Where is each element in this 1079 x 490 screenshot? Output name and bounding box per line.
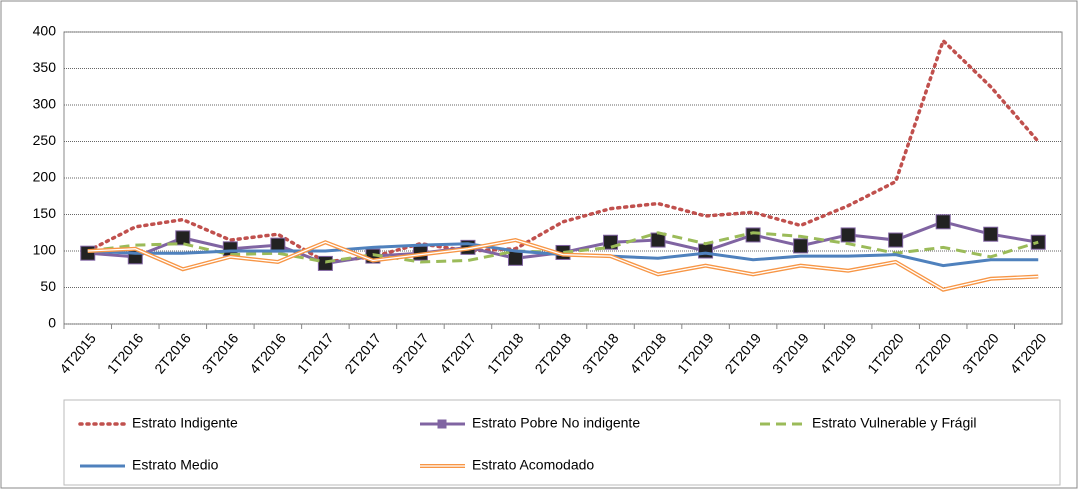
series-line [87,231,1039,264]
marker [888,232,904,248]
x-tick-label: 4T2018 [626,330,669,377]
x-tick-label: 4T2017 [436,330,479,377]
x-tick-label: 4T2019 [816,330,859,377]
x-tick-label: 1T2016 [104,330,147,377]
x-tick-label: 2T2016 [151,330,194,377]
legend-marker [437,419,447,429]
legend-label: Estrato Medio [132,457,219,473]
x-tick-label: 1T2017 [294,330,337,377]
marker [80,245,96,261]
legend-label: Estrato Acomodado [472,457,594,473]
x-tick-label: 3T2019 [769,330,812,377]
legend-label: Estrato Vulnerable y Frágil [812,415,976,431]
x-tick-label: 2T2017 [341,330,384,377]
series-line-inner [87,239,1039,291]
legend-label: Estrato Pobre No indigente [472,415,640,431]
x-tick-label: 2T2019 [721,330,764,377]
y-tick-label: 50 [40,278,56,294]
x-tick-label: 1T2018 [484,330,527,377]
y-tick-label: 350 [33,59,57,75]
y-tick-label: 250 [33,132,57,148]
y-tick-label: 300 [33,96,57,112]
x-tick-label: 1T2020 [864,330,907,377]
marker [935,214,951,230]
marker [793,238,809,254]
x-tick-label: 1T2019 [674,330,717,377]
marker [745,227,761,243]
y-tick-label: 400 [33,23,57,39]
y-tick-label: 150 [33,205,57,221]
marker [840,227,856,243]
legend-box [63,399,1061,486]
x-tick-label: 2T2018 [531,330,574,377]
x-tick-label: 4T2020 [1007,330,1050,377]
x-tick-label: 3T2020 [959,330,1002,377]
y-tick-label: 200 [33,169,57,185]
series-line [86,37,1040,264]
x-tick-label: 4T2016 [246,330,289,377]
marker [507,250,523,266]
marker [698,243,714,259]
marker [983,226,999,242]
x-tick-label: 3T2016 [199,330,242,377]
legend-label: Estrato Indigente [132,415,238,431]
x-tick-label: 3T2017 [389,330,432,377]
x-tick-label: 2T2020 [912,330,955,377]
y-tick-label: 0 [48,315,56,331]
y-tick-label: 100 [33,242,57,258]
x-tick-label: 4T2015 [56,330,99,377]
marker [175,230,191,246]
x-tick-label: 3T2018 [579,330,622,377]
